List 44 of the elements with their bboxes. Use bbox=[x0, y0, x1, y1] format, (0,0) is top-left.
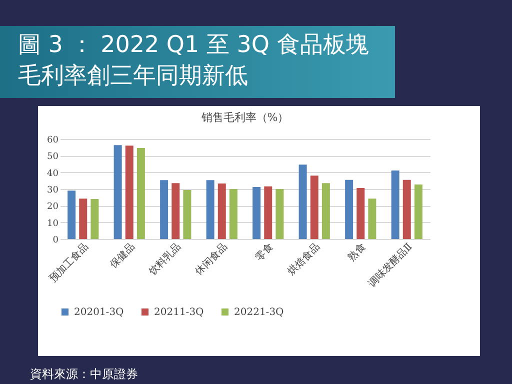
bar bbox=[206, 180, 214, 239]
source-note: 資料來源：中原證券 bbox=[30, 366, 138, 383]
x-tick-label: 饮料乳品 bbox=[146, 240, 184, 278]
legend-label: 20221-3Q bbox=[234, 307, 284, 318]
chart-title: 圖 3 ： 2022 Q1 至 3Q 食品板塊毛利率創三年同期新低 bbox=[0, 26, 395, 98]
x-tick-label: 熟食 bbox=[346, 240, 368, 264]
bar bbox=[125, 146, 134, 239]
bar bbox=[264, 186, 272, 239]
y-tick-label: 40 bbox=[47, 168, 59, 179]
y-tick-label: 60 bbox=[47, 136, 59, 146]
bar bbox=[368, 198, 376, 239]
bar bbox=[391, 170, 400, 239]
bar bbox=[310, 176, 318, 239]
y-tick-label: 10 bbox=[47, 218, 59, 229]
legend-label: 20211-3Q bbox=[154, 307, 204, 318]
bar bbox=[298, 164, 307, 239]
bar bbox=[252, 187, 261, 239]
bar bbox=[90, 199, 99, 239]
x-tick-label: 烘焙食品 bbox=[285, 240, 322, 278]
bar bbox=[79, 198, 88, 239]
bar bbox=[172, 183, 180, 239]
bar bbox=[68, 190, 76, 239]
bar bbox=[276, 189, 284, 239]
bar bbox=[322, 183, 330, 239]
bar bbox=[160, 180, 168, 239]
x-tick-label: 调味发酵品Ⅱ bbox=[366, 240, 415, 290]
y-tick-label: 30 bbox=[47, 186, 59, 196]
bar bbox=[402, 180, 411, 239]
bar bbox=[345, 180, 354, 239]
chart-subtitle: 销售毛利率（%） bbox=[200, 111, 289, 124]
bar bbox=[114, 145, 122, 239]
x-tick-label: 休闲食品 bbox=[192, 240, 230, 278]
x-tick-label: 保健品 bbox=[108, 242, 138, 270]
bar bbox=[136, 148, 145, 239]
legend-label: 20201-3Q bbox=[74, 307, 124, 318]
bar bbox=[356, 188, 365, 239]
x-tick-label: 零食 bbox=[253, 240, 276, 264]
y-tick-label: 50 bbox=[47, 152, 59, 162]
bar bbox=[229, 189, 238, 239]
bar bbox=[218, 184, 226, 239]
y-tick-label: 20 bbox=[47, 202, 59, 212]
y-tick-label: 0 bbox=[52, 236, 59, 246]
bar bbox=[414, 184, 422, 239]
bar bbox=[183, 190, 192, 239]
